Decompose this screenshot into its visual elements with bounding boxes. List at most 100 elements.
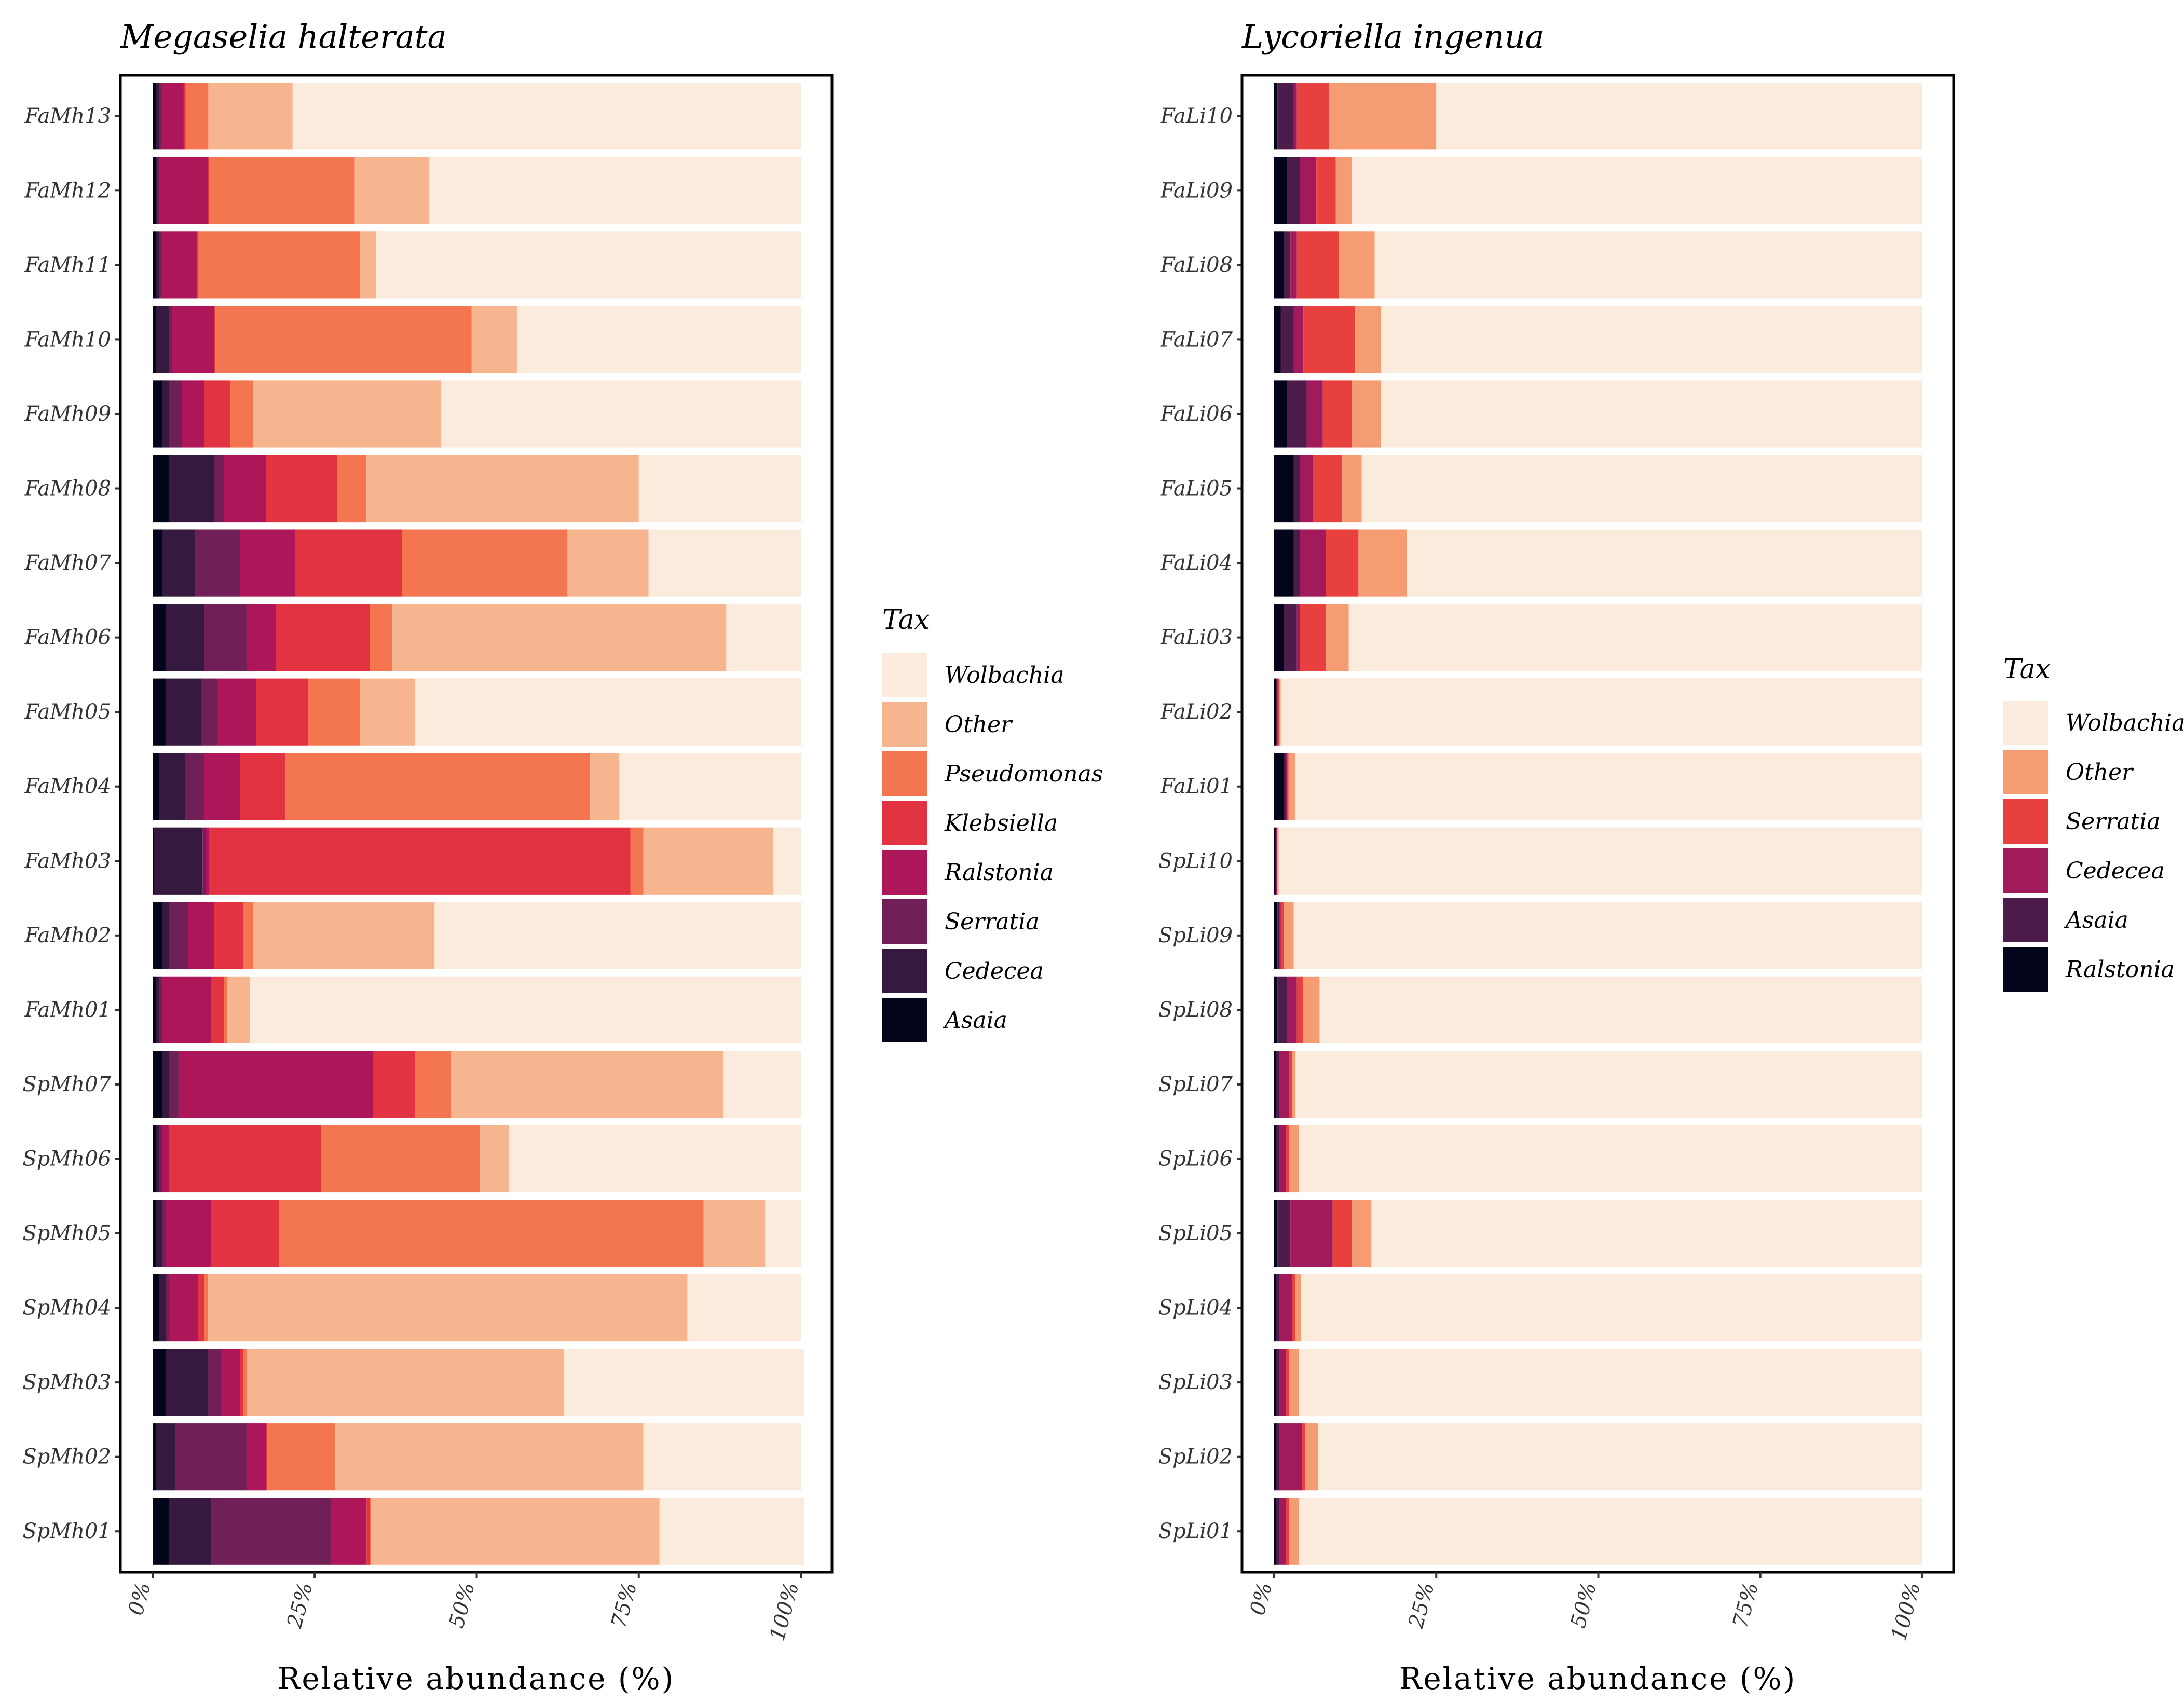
legend-swatch-other <box>2003 750 2048 794</box>
legend-label-pseudomonas: Pseudomonas <box>944 761 1103 787</box>
bar-fali05-serratia <box>1313 455 1343 523</box>
y-tick-label: SpLi02 <box>1158 1445 1233 1469</box>
bar-spli04-other <box>1295 1274 1301 1342</box>
bar-spmh04-cedecea <box>159 1274 166 1342</box>
bar-spmh01-serratia <box>211 1498 331 1565</box>
bar-famh12-asaia <box>153 157 156 224</box>
y-tick-label: FaMh09 <box>24 402 111 426</box>
bar-famh09-serratia <box>169 380 182 448</box>
bar-famh09-cedecea <box>162 380 169 448</box>
bar-spmh03-klebsiella <box>240 1349 243 1416</box>
y-tick-label: FaLi07 <box>1160 327 1233 351</box>
y-tick-label: FaLi08 <box>1160 253 1233 277</box>
bar-spmh03-serratia <box>208 1349 221 1416</box>
bar-famh07-other <box>567 529 649 597</box>
bar-famh06-wolbachia <box>726 604 801 671</box>
y-tick-label: FaMh12 <box>24 178 111 202</box>
bar-spli02-asaia <box>1276 1423 1279 1491</box>
bar-spmh04-pseudomonas <box>204 1274 208 1342</box>
legend: Tax Wolbachia Other Serratia Cedecea Asaia Ral… <box>2003 654 2184 992</box>
y-tick-label: FaMh04 <box>24 775 111 799</box>
bar-famh03-klebsiella <box>209 827 631 895</box>
bar-fali08-ralstonia <box>1274 231 1284 299</box>
y-tick-label: FaMh02 <box>24 924 111 947</box>
bar-spmh05-klebsiella <box>211 1200 279 1267</box>
bar-famh05-cedecea <box>165 678 201 746</box>
bar-famh10-asaia <box>153 306 156 374</box>
x-tick-label: 0% <box>1246 1580 1277 1618</box>
bar-spli04-cedecea <box>1279 1274 1292 1342</box>
bar-famh03-wolbachia <box>773 827 801 895</box>
y-tick-label: FaMh10 <box>24 327 111 351</box>
legend-swatch-ralstonia <box>882 850 927 895</box>
bar-famh04-cedecea <box>159 753 185 820</box>
bar-famh01-serratia <box>159 976 162 1043</box>
y-tick-label: FaMh06 <box>24 626 111 650</box>
bar-spmh05-other <box>703 1200 766 1267</box>
bar-spmh02-wolbachia <box>643 1423 801 1491</box>
bar-spli07-wolbachia <box>1295 1051 1922 1118</box>
bar-famh03-pseudomonas <box>630 827 644 895</box>
bar-spmh07-cedecea <box>162 1051 169 1118</box>
bar-famh04-serratia <box>185 753 204 820</box>
y-tick-label: FaMh03 <box>24 849 111 873</box>
bar-famh10-other <box>471 306 517 374</box>
bar-fali07-cedecea <box>1293 306 1304 374</box>
bar-famh01-other <box>227 976 250 1043</box>
bar-fali06-other <box>1352 380 1382 448</box>
bar-famh08-klebsiella <box>266 455 337 523</box>
bar-famh01-pseudomonas <box>224 976 227 1043</box>
bar-fali02-wolbachia <box>1280 678 1922 746</box>
bar-famh06-ralstonia <box>247 604 276 671</box>
y-tick-label: FaMh07 <box>24 551 111 575</box>
bar-fali04-ralstonia <box>1274 529 1294 597</box>
bar-spli09-ralstonia <box>1274 902 1278 969</box>
bar-fali06-cedecea <box>1306 380 1323 448</box>
bar-famh04-ralstonia <box>204 753 240 820</box>
bar-spmh04-ralstonia <box>169 1274 198 1342</box>
bar-spmh02-asaia <box>153 1423 156 1491</box>
bar-fali02-asaia <box>1276 678 1278 746</box>
y-tick-label: FaLi03 <box>1160 626 1233 650</box>
y-tick-label: SpLi06 <box>1158 1147 1233 1171</box>
bar-fali05-ralstonia <box>1274 455 1294 523</box>
bar-spli07-ralstonia <box>1274 1051 1276 1118</box>
bar-spli03-serratia <box>1286 1349 1289 1416</box>
y-tick-label: SpLi05 <box>1158 1221 1233 1245</box>
bar-famh11-pseudomonas <box>198 231 360 299</box>
bar-famh13-asaia <box>153 83 156 150</box>
bar-spmh04-wolbachia <box>687 1274 801 1342</box>
x-tick-label: 100% <box>766 1580 804 1643</box>
bar-fali02-ralstonia <box>1274 678 1276 746</box>
bar-spli07-other <box>1292 1051 1296 1118</box>
bar-famh03-cedecea <box>154 827 203 895</box>
bar-spmh01-klebsiella <box>366 1498 370 1565</box>
bar-famh08-asaia <box>153 455 169 523</box>
bar-spmh03-ralstonia <box>221 1349 240 1416</box>
bar-famh01-wolbachia <box>250 976 801 1043</box>
bar-spmh06-klebsiella <box>169 1125 321 1193</box>
bar-fali03-other <box>1326 604 1349 671</box>
bar-famh01-klebsiella <box>211 976 224 1043</box>
y-tick-label: SpMh04 <box>22 1296 111 1320</box>
legend-label-serratia: Serratia <box>945 909 1039 935</box>
bar-famh02-wolbachia <box>434 902 801 969</box>
bar-famh07-klebsiella <box>295 529 402 597</box>
bar-famh10-ralstonia <box>172 306 214 374</box>
y-tick-label: FaMh05 <box>24 700 111 724</box>
bar-famh10-cedecea <box>156 306 169 374</box>
bar-famh13-pseudomonas <box>185 83 209 150</box>
y-tick-label: FaLi02 <box>1160 700 1233 724</box>
y-tick-label: FaLi05 <box>1160 477 1233 501</box>
bar-famh02-klebsiella <box>214 902 243 969</box>
panel-lycoriella-ingenua: Lycoriella ingenua FaLi10 FaLi09 FaLi08 FaLi… <box>1158 18 2184 1696</box>
bar-famh08-pseudomonas <box>337 455 367 523</box>
bar-fali04-other <box>1358 529 1408 597</box>
bar-spmh04-serratia <box>165 1274 169 1342</box>
bar-famh06-pseudomonas <box>370 604 393 671</box>
bar-spmh07-ralstonia <box>178 1051 373 1118</box>
bar-spli03-cedecea <box>1279 1349 1286 1416</box>
legend-swatch-cedecea <box>2003 848 2048 893</box>
bar-famh08-wolbachia <box>638 455 801 523</box>
